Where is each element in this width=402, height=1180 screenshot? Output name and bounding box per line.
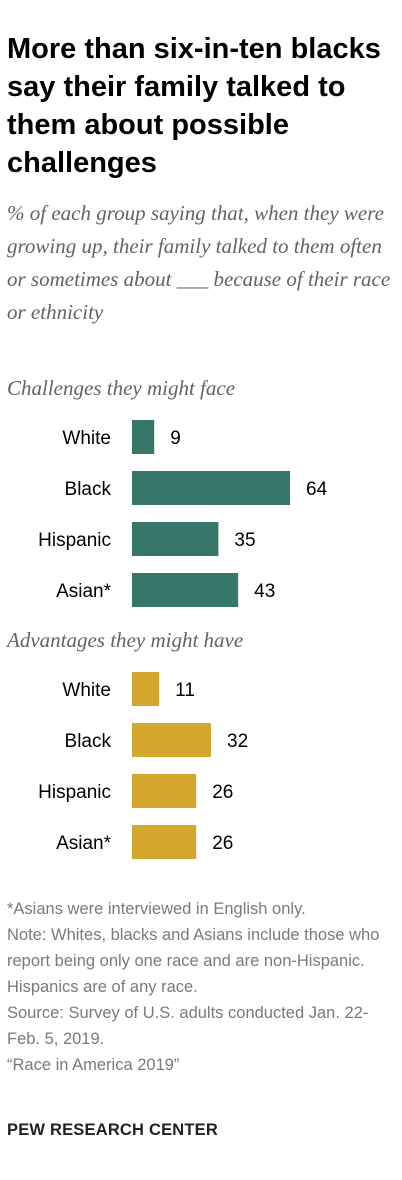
value-label: 26 bbox=[212, 782, 233, 803]
report-name: “Race in America 2019” bbox=[7, 1056, 180, 1074]
value-label: 32 bbox=[227, 731, 248, 752]
category-label: Black bbox=[65, 479, 112, 500]
category-label: Hispanic bbox=[38, 530, 111, 551]
value-label: 9 bbox=[170, 428, 181, 449]
bar bbox=[132, 420, 155, 454]
category-label: Asian* bbox=[56, 833, 112, 854]
note-main: Note: Whites, blacks and Asians include … bbox=[7, 926, 380, 996]
section-label-advantages: Advantages they might have bbox=[7, 628, 244, 652]
category-label: Asian* bbox=[56, 581, 112, 602]
bar bbox=[132, 522, 219, 556]
chart-notes: *Asians were interviewed in English only… bbox=[7, 896, 399, 1078]
value-label: 35 bbox=[234, 530, 255, 551]
category-label: White bbox=[62, 428, 111, 449]
bar bbox=[132, 723, 211, 757]
category-label: Hispanic bbox=[38, 782, 111, 803]
bar bbox=[132, 774, 197, 808]
bar bbox=[132, 672, 160, 706]
note-asian: *Asians were interviewed in English only… bbox=[7, 900, 306, 918]
bar bbox=[132, 573, 239, 607]
section-label-challenges: Challenges they might face bbox=[7, 376, 236, 400]
value-label: 11 bbox=[175, 680, 195, 701]
source-note: Source: Survey of U.S. adults conducted … bbox=[7, 1004, 369, 1048]
value-label: 26 bbox=[212, 833, 233, 854]
value-label: 43 bbox=[254, 581, 275, 602]
bar bbox=[132, 471, 290, 505]
chart-title: More than six-in-ten blacks say their fa… bbox=[7, 33, 381, 179]
category-label: White bbox=[62, 680, 111, 701]
bar bbox=[132, 825, 197, 859]
bar-chart: White 9 Black 64 Hispanic 35 Asian* 43 White 11 Bl… bbox=[38, 420, 328, 859]
category-label: Black bbox=[65, 731, 112, 752]
pew-logo-text: PEW RESEARCH CENTER bbox=[7, 1121, 218, 1139]
value-label: 64 bbox=[306, 479, 328, 500]
chart-subtitle: % of each group saying that, when they w… bbox=[7, 201, 391, 324]
